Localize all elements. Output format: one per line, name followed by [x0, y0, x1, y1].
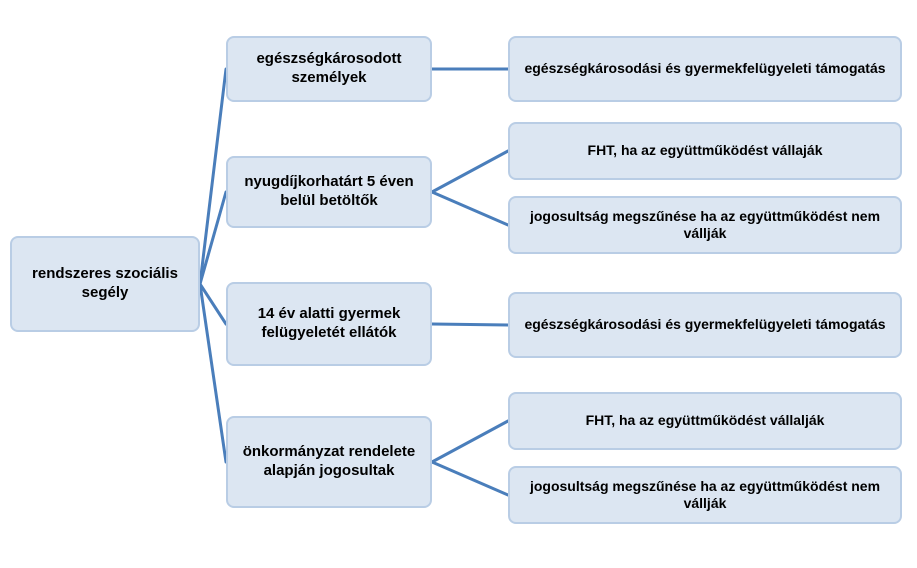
edge: [200, 284, 226, 324]
node-label: önkormányzat rendelete alapján jogosulta…: [238, 443, 420, 481]
node-label: jogosultság megszűnése ha az együttműköd…: [520, 478, 890, 513]
node-leaf4a: FHT, ha az együttműködést vállalják: [508, 392, 902, 450]
node-mid3: 14 év alatti gyermek felügyeletét ellátó…: [226, 282, 432, 366]
node-leaf2a: FHT, ha az együttműködést vállaják: [508, 122, 902, 180]
edge: [200, 284, 226, 462]
node-leaf1: egészségkárosodási és gyermekfelügyeleti…: [508, 36, 902, 102]
node-label: egészségkárosodott személyek: [238, 50, 420, 88]
diagram-canvas: rendszeres szociális segély egészségkáro…: [0, 0, 917, 568]
edge: [432, 192, 508, 225]
node-label: jogosultság megszűnése ha az együttműköd…: [520, 208, 890, 243]
node-root: rendszeres szociális segély: [10, 236, 200, 332]
node-leaf4b: jogosultság megszűnése ha az együttműköd…: [508, 466, 902, 524]
node-leaf3: egészségkárosodási és gyermekfelügyeleti…: [508, 292, 902, 358]
node-label: 14 év alatti gyermek felügyeletét ellátó…: [238, 305, 420, 343]
edge: [200, 69, 226, 284]
edge: [432, 462, 508, 495]
node-leaf2b: jogosultság megszűnése ha az együttműköd…: [508, 196, 902, 254]
edge: [432, 421, 508, 462]
node-label: FHT, ha az együttműködést vállaják: [588, 142, 823, 160]
node-mid1: egészségkárosodott személyek: [226, 36, 432, 102]
node-label: egészségkárosodási és gyermekfelügyeleti…: [524, 316, 885, 334]
edge: [432, 151, 508, 192]
node-label: FHT, ha az együttműködést vállalják: [586, 412, 825, 430]
node-mid4: önkormányzat rendelete alapján jogosulta…: [226, 416, 432, 508]
edge: [200, 192, 226, 284]
node-label: egészségkárosodási és gyermekfelügyeleti…: [524, 60, 885, 78]
edge: [432, 324, 508, 325]
node-label: nyugdíjkorhatárt 5 éven belül betöltők: [238, 173, 420, 211]
node-mid2: nyugdíjkorhatárt 5 éven belül betöltők: [226, 156, 432, 228]
node-label: rendszeres szociális segély: [22, 265, 188, 303]
